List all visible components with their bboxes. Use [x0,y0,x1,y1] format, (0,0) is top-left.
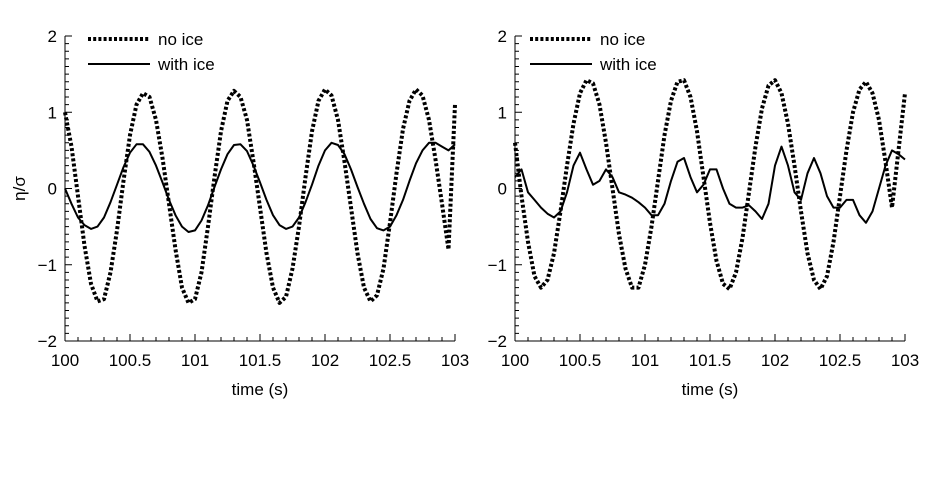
x-tick-label: 102.5 [819,351,862,370]
x-tick-label: 101 [631,351,659,370]
y-tick-label: 2 [48,27,57,46]
legend-label: no ice [158,30,203,49]
y-tick-label: −1 [488,256,507,275]
x-axis-label: time (s) [682,380,739,399]
y-tick-label: 0 [498,180,507,199]
y-tick-label: −1 [38,256,57,275]
series-line-no-ice [513,78,907,292]
x-tick-label: 100 [501,351,529,370]
legend-label: with ice [599,55,657,74]
series-line-with-ice [514,145,906,224]
y-tick-label: 0 [48,180,57,199]
y-tick-label: 1 [498,103,507,122]
x-tick-label: 103 [891,351,919,370]
x-tick-label: 101.5 [239,351,282,370]
x-tick-label: 100.5 [559,351,602,370]
left-panel: −2 −1 0 1 2 100 100.5 101 101.5 102 102.5 103 time (… [10,27,469,399]
x-tick-label: 100.5 [109,351,152,370]
y-tick-label: −2 [488,332,507,351]
y-axis-label: η/σ [10,176,29,201]
x-tick-label: 101 [181,351,209,370]
y-tick-label: −2 [38,332,57,351]
series-line-no-ice [63,87,457,305]
x-tick-label: 102.5 [369,351,412,370]
y-tick-label: 2 [498,27,507,46]
y-tick-label: 1 [48,103,57,122]
x-tick-label: 101.5 [689,351,732,370]
right-panel: −2 −1 0 1 2 100 100.5 101 101.5 102 102.5 103 time (… [488,27,920,399]
legend-label: with ice [157,55,215,74]
legend-label: no ice [600,30,645,49]
x-tick-label: 102 [311,351,339,370]
series-line-with-ice [64,141,456,233]
x-axis-label: time (s) [232,380,289,399]
x-tick-label: 102 [761,351,789,370]
x-tick-label: 103 [441,351,469,370]
x-tick-label: 100 [51,351,79,370]
